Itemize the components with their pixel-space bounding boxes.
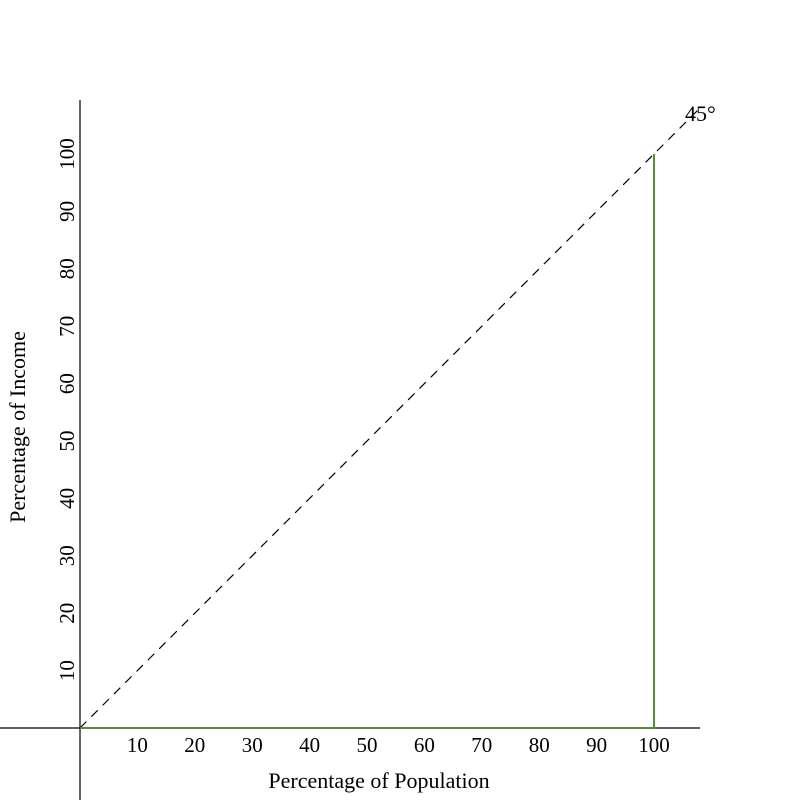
y-tick-label-30: 30	[55, 545, 79, 566]
y-tick-label-20: 20	[55, 603, 79, 624]
x-tick-label-70: 70	[471, 733, 492, 757]
x-tick-label-90: 90	[586, 733, 607, 757]
x-tick-label-100: 100	[638, 733, 670, 757]
x-tick-label-40: 40	[299, 733, 320, 757]
x-tick-label-50: 50	[357, 733, 378, 757]
y-tick-label-10: 10	[55, 660, 79, 681]
y-tick-label-70: 70	[55, 316, 79, 337]
y-tick-label-50: 50	[55, 431, 79, 452]
equality-line-dashed	[79, 107, 701, 729]
series-layer	[79, 107, 701, 729]
x-tick-label-30: 30	[242, 733, 263, 757]
tick-labels: 10 20 30 40 50 60 70 80 90 100 10 20 30 40 50 60 70 80 90 1…	[55, 138, 670, 757]
x-tick-label-20: 20	[184, 733, 205, 757]
y-tick-label-100: 100	[55, 138, 79, 170]
perfect-inequality-line	[80, 154, 655, 729]
axis-labels: Percentage of Population Percentage of I…	[5, 101, 716, 793]
y-tick-label-80: 80	[55, 258, 79, 279]
axes	[0, 100, 700, 800]
x-tick-label-60: 60	[414, 733, 435, 757]
annotation-45-degree: 45°	[685, 101, 716, 126]
y-tick-label-60: 60	[55, 373, 79, 394]
y-tick-label-40: 40	[55, 488, 79, 509]
x-tick-label-80: 80	[529, 733, 550, 757]
y-tick-label-90: 90	[55, 201, 79, 222]
x-tick-label-10: 10	[127, 733, 148, 757]
y-axis-label: Percentage of Income	[5, 331, 30, 523]
x-axis-label: Percentage of Population	[268, 768, 489, 793]
